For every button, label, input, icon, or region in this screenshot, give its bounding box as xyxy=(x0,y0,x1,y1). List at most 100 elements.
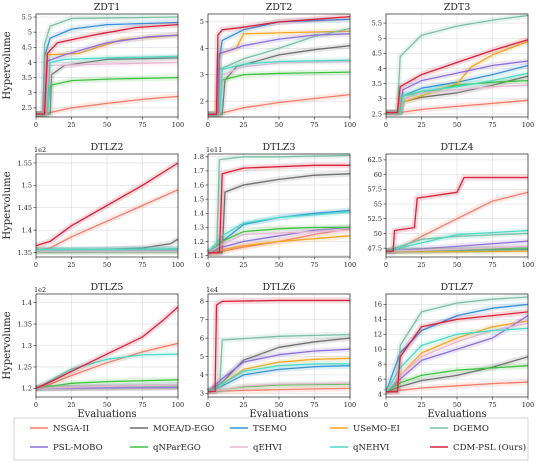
legend-label: DGEMO xyxy=(453,424,489,434)
line-qnehvi xyxy=(36,248,179,251)
x-tick-label: 0 xyxy=(34,261,38,269)
legend-entry-nsga-ii: NSGA-II xyxy=(30,424,89,434)
line-cdm-psl-ours xyxy=(208,15,351,116)
y-tick-label: 2.5 xyxy=(22,104,32,112)
line-cdm-psl-ours xyxy=(386,311,529,393)
y-tick-label: 1.1 xyxy=(194,252,204,260)
y-tick-label: 5.5 xyxy=(22,13,32,21)
x-tick-label: 50 xyxy=(453,121,461,129)
y-tick-label: 4 xyxy=(200,45,204,53)
subplot-zdt1: 0 25 50 75 100 2.5 3 3.5 4 4.5 5 5.5 ZDT1 Hypervolume xyxy=(2,2,184,129)
y-tick-label: 1.6 xyxy=(194,181,204,189)
x-tick-label: 100 xyxy=(344,261,356,269)
y-tick-label: 1.5 xyxy=(22,182,32,190)
x-tick-label: 100 xyxy=(344,401,356,409)
legend-label: MOEA/D-EGO xyxy=(153,424,214,434)
y-axis-label: Hypervolume xyxy=(2,171,13,239)
y-tick-label: 6 xyxy=(378,375,382,383)
y-axis-label: Hypervolume xyxy=(2,31,13,99)
y-tick-label: 57.5 xyxy=(368,186,382,194)
y-tick-label: 62.5 xyxy=(368,156,382,164)
y-tick-label: 6 xyxy=(200,334,204,342)
x-tick-label: 75 xyxy=(488,121,496,129)
y-tick-label: 5.5 xyxy=(372,19,382,27)
y-tick-label: 3.5 xyxy=(372,80,382,88)
legend-entry-qnparego: qNParEGO xyxy=(130,443,201,453)
x-tick-label: 100 xyxy=(172,401,184,409)
legend-label: USeMO-EI xyxy=(353,424,400,434)
line-cdm-psl-ours xyxy=(386,176,528,252)
y-tick-label: 4 xyxy=(28,59,32,67)
subplot-dtlz6: 0 25 50 75 100 3 4 5 6 7 8 DTLZ6 1e4 Evaluations xyxy=(200,282,356,420)
x-tick-label: 50 xyxy=(275,121,283,129)
y-tick-label: 8 xyxy=(200,298,204,306)
line-qnehvi xyxy=(35,353,179,389)
legend-entry-qehvi: qEHVI xyxy=(230,443,282,453)
y-tick-label: 1.3 xyxy=(22,342,32,350)
x-tick-label: 25 xyxy=(67,121,75,129)
y-tick-label: 47.5 xyxy=(368,244,382,252)
y-tick-label: 60 xyxy=(374,171,382,179)
line-psl-mobo xyxy=(207,348,351,392)
y-tick-label: 50 xyxy=(374,230,382,238)
y-tick-label: 1.25 xyxy=(18,363,32,371)
x-tick-label: 25 xyxy=(417,401,425,409)
legend: NSGA-II MOEA/D-EGO TSEMO USeMO-EI DGEMO PSL-M… xyxy=(13,417,529,461)
subplot-title: ZDT1 xyxy=(94,2,121,13)
x-tick-label: 100 xyxy=(522,401,534,409)
legend-entry-dgemo: DGEMO xyxy=(430,424,489,434)
line-cdm-psl-ours xyxy=(208,299,350,393)
x-tick-label: 75 xyxy=(488,261,496,269)
line-nsga-ii xyxy=(35,189,179,251)
y-tick-label: 52.5 xyxy=(368,215,382,223)
y-tick-label: 12 xyxy=(374,331,382,339)
x-tick-label: 100 xyxy=(344,121,356,129)
legend-frame xyxy=(13,417,529,461)
y-tick-label: 4.5 xyxy=(372,50,382,58)
x-tick-label: 50 xyxy=(453,261,461,269)
line-qnparego xyxy=(35,379,179,390)
subplot-zdt2: 0 25 50 75 100 2 3 4 5 ZDT2 xyxy=(200,2,356,129)
y-tick-label: 1.2 xyxy=(22,385,32,393)
y-tick-label: 1.4 xyxy=(22,299,32,307)
y-tick-label: 1.2 xyxy=(194,238,204,246)
x-tick-label: 0 xyxy=(206,261,210,269)
y-tick-label: 7 xyxy=(200,316,204,324)
subplot-dtlz3: 0 25 50 75 100 1.1 1.2 1.3 1.4 1.5 1.6 1.7 1.8 DTLZ3 1… xyxy=(194,142,357,269)
line-qnehvi xyxy=(207,363,350,393)
x-tick-label: 50 xyxy=(103,121,111,129)
legend-entry-tsemo: TSEMO xyxy=(230,424,287,434)
legend-label: PSL-MOBO xyxy=(53,443,103,453)
y-tick-label: 3 xyxy=(378,95,382,103)
subplot-title: DTLZ2 xyxy=(91,142,124,153)
legend-label: TSEMO xyxy=(253,424,287,434)
x-tick-label: 25 xyxy=(239,121,247,129)
y-axis-label: Hypervolume xyxy=(2,311,13,379)
line-cdm-psl-ours xyxy=(36,23,179,115)
y-tick-label: 2.5 xyxy=(372,110,382,118)
subplot-dtlz4: 0 25 50 75 100 47.5 50 52.5 55 57.5 60 62.5 DTLZ4 xyxy=(368,142,535,269)
legend-label: qEHVI xyxy=(253,443,282,453)
y-tick-label: 1.55 xyxy=(18,159,32,167)
x-axis-label: Evaluations xyxy=(249,409,308,420)
line-qnehvi xyxy=(385,327,529,393)
y-tick-label: 14 xyxy=(374,316,382,324)
y-tick-label: 1.45 xyxy=(18,204,32,212)
line-qnehvi xyxy=(386,72,529,114)
axis-multiplier: 1e2 xyxy=(34,286,46,294)
line-qehvi xyxy=(207,382,351,393)
line-nsga-ii xyxy=(35,342,179,390)
subplot-title: DTLZ6 xyxy=(263,282,296,293)
subplot-title: ZDT3 xyxy=(444,2,471,13)
x-tick-label: 0 xyxy=(206,121,210,129)
x-tick-label: 0 xyxy=(206,401,210,409)
y-tick-label: 1.8 xyxy=(194,153,204,161)
y-tick-label: 5 xyxy=(200,18,204,26)
y-tick-label: 1.4 xyxy=(22,226,32,234)
y-tick-label: 2 xyxy=(200,97,204,105)
x-tick-label: 50 xyxy=(103,401,111,409)
x-tick-label: 75 xyxy=(310,121,318,129)
line-qehvi xyxy=(385,245,529,252)
line-qehvi xyxy=(35,384,179,390)
